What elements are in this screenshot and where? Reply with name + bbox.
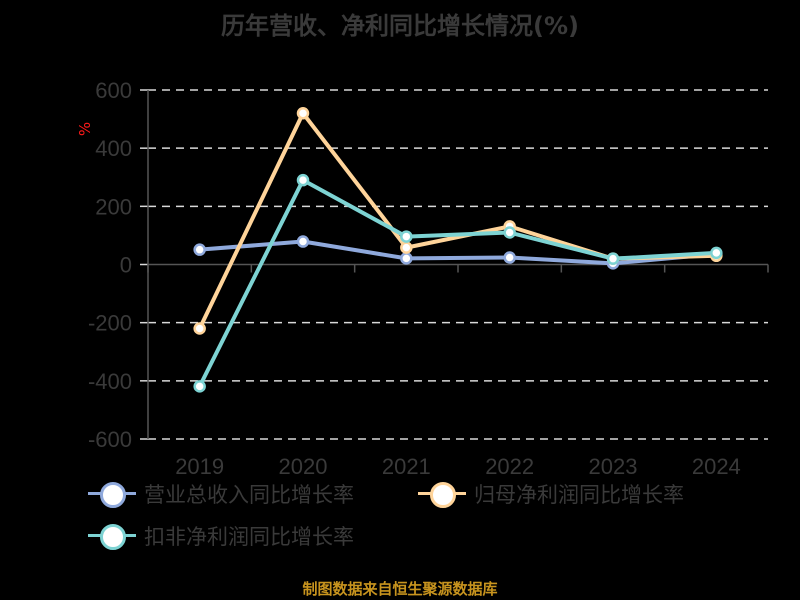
legend-item-deducted-net-profit-growth[interactable]: 扣非净利润同比增长率	[88, 520, 354, 552]
series-lines	[193, 107, 723, 393]
x-tick-label: 2020	[279, 454, 328, 479]
data-point[interactable]	[193, 380, 206, 393]
y-tick-label: -400	[88, 369, 132, 394]
x-tick-label: 2021	[382, 454, 431, 479]
legend-item-net-profit-growth[interactable]: 归母净利润同比增长率	[418, 478, 684, 510]
y-axis: 600 400 200 0 -200 -400 -600	[88, 78, 149, 452]
data-point[interactable]	[193, 243, 206, 256]
data-point[interactable]	[503, 251, 516, 264]
data-point[interactable]	[193, 322, 206, 335]
legend-marker-icon	[88, 478, 136, 510]
y-tick-label: 0	[120, 253, 132, 278]
data-point[interactable]	[400, 252, 413, 265]
data-point[interactable]	[296, 107, 310, 120]
legend-label: 归母净利润同比增长率	[474, 483, 684, 507]
legend-marker-icon	[418, 478, 466, 510]
data-point[interactable]	[400, 230, 413, 243]
data-source-note: 制图数据来自恒生聚源数据库	[302, 580, 498, 598]
legend-label: 扣非净利润同比增长率	[144, 525, 354, 549]
chart-title: 历年营收、净利同比增长情况(%)	[221, 12, 579, 40]
x-tick-label: 2019	[175, 454, 224, 479]
x-tick-label: 2022	[485, 454, 534, 479]
data-point[interactable]	[400, 241, 413, 254]
legend-item-revenue-growth[interactable]: 营业总收入同比增长率	[88, 478, 354, 510]
x-tick-label: 2024	[692, 454, 741, 479]
data-point[interactable]	[296, 173, 310, 187]
data-point[interactable]	[606, 252, 620, 265]
legend-marker-icon	[88, 520, 136, 552]
y-tick-label: -600	[88, 427, 132, 452]
y-tick-label: -200	[88, 311, 132, 336]
y-tick-label: 200	[95, 194, 132, 219]
x-axis: 2019 2020 2021 2022 2023 2024	[147, 263, 769, 479]
y-tick-label: 600	[95, 78, 132, 103]
data-point[interactable]	[503, 226, 516, 239]
legend-label: 营业总收入同比增长率	[144, 483, 354, 507]
grid-lines	[148, 89, 768, 440]
x-tick-label: 2023	[589, 454, 638, 479]
data-point[interactable]	[296, 235, 310, 248]
y-tick-label: 400	[95, 136, 132, 161]
data-point[interactable]	[710, 246, 723, 260]
